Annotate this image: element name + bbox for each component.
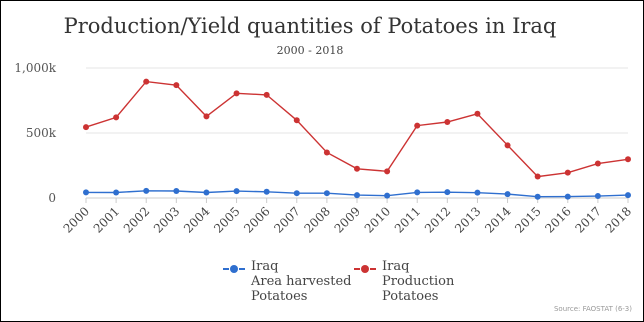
x-tick-label: 2006 <box>241 204 272 235</box>
data-point <box>143 187 150 194</box>
data-point <box>474 189 481 196</box>
x-tick-label: 2001 <box>91 204 122 235</box>
legend-line: Area harvested <box>251 274 352 289</box>
data-point <box>354 165 360 172</box>
chart-subtitle: 2000 - 2018 <box>276 44 344 57</box>
x-tick-label: 2010 <box>362 204 393 235</box>
legend-item-area-harvested[interactable]: Iraq Area harvested Potatoes <box>223 259 351 304</box>
y-tick-label: 0 <box>48 191 56 205</box>
x-tick-label: 2012 <box>422 204 453 235</box>
legend-line: Potatoes <box>251 289 308 304</box>
data-point <box>504 191 511 198</box>
data-point <box>625 192 631 199</box>
data-point <box>203 113 210 120</box>
y-tick-label: 500k <box>26 126 57 140</box>
legend: Iraq Area harvested Potatoes Iraq Produc… <box>0 259 644 313</box>
data-point <box>83 124 89 131</box>
x-tick-label: 2016 <box>542 204 573 235</box>
x-tick-label: 2005 <box>211 204 242 235</box>
legend-line: Iraq <box>251 259 279 274</box>
legend-line: Potatoes <box>382 289 439 304</box>
data-point <box>534 193 541 200</box>
data-point <box>564 193 571 200</box>
data-point <box>233 188 240 195</box>
data-point <box>293 190 300 197</box>
x-tick-label: 2003 <box>151 204 182 235</box>
y-tick-label: 1,000k <box>14 61 56 75</box>
data-point <box>444 189 451 196</box>
data-point <box>625 156 631 163</box>
x-tick-label: 2007 <box>271 204 302 235</box>
legend-item-production[interactable]: Iraq Production Potatoes <box>354 259 454 304</box>
x-tick-label: 2017 <box>573 204 604 235</box>
legend-line: Iraq <box>382 259 410 274</box>
x-tick-label: 2011 <box>392 204 423 235</box>
x-tick-label: 2014 <box>482 204 514 236</box>
x-tick-label: 2009 <box>332 204 363 235</box>
data-point <box>474 110 481 117</box>
data-point <box>203 189 210 196</box>
chart-title: Production/Yield quantities of Potatoes … <box>63 14 557 38</box>
data-point <box>173 82 180 89</box>
x-tick-label: 2018 <box>603 204 634 235</box>
legend-marker-icon <box>354 262 376 276</box>
data-point <box>414 189 421 196</box>
data-point <box>384 168 391 175</box>
source-credit: Source: FAOSTAT (6-3) <box>553 305 632 313</box>
data-point <box>263 188 270 195</box>
data-point <box>263 91 270 98</box>
legend-line: Production <box>382 274 455 289</box>
data-point <box>504 142 511 149</box>
data-point <box>594 193 601 200</box>
x-tick-label: 2004 <box>181 204 213 236</box>
data-point <box>113 189 120 196</box>
data-point <box>233 90 240 97</box>
data-point <box>113 114 120 121</box>
data-point <box>534 173 541 180</box>
data-point <box>594 160 601 167</box>
data-point <box>414 122 421 129</box>
data-point <box>293 117 300 124</box>
x-tick-label: 2008 <box>302 204 333 235</box>
data-point <box>173 187 180 194</box>
legend-label: Iraq Production Potatoes <box>382 259 454 304</box>
data-point <box>354 192 360 199</box>
legend-label: Iraq Area harvested Potatoes <box>251 259 351 304</box>
data-point <box>384 192 391 199</box>
series-line-1 <box>85 80 629 178</box>
x-tick-label: 2015 <box>512 204 543 235</box>
data-point <box>143 78 150 85</box>
legend-marker-icon <box>223 262 245 276</box>
x-tick-label: 2002 <box>121 204 152 235</box>
data-point <box>323 149 330 156</box>
x-tick-label: 2013 <box>452 204 483 235</box>
data-point <box>83 189 89 196</box>
data-point <box>323 190 330 197</box>
data-point <box>564 169 571 176</box>
x-tick-label: 2000 <box>61 204 92 235</box>
data-point <box>444 118 451 125</box>
